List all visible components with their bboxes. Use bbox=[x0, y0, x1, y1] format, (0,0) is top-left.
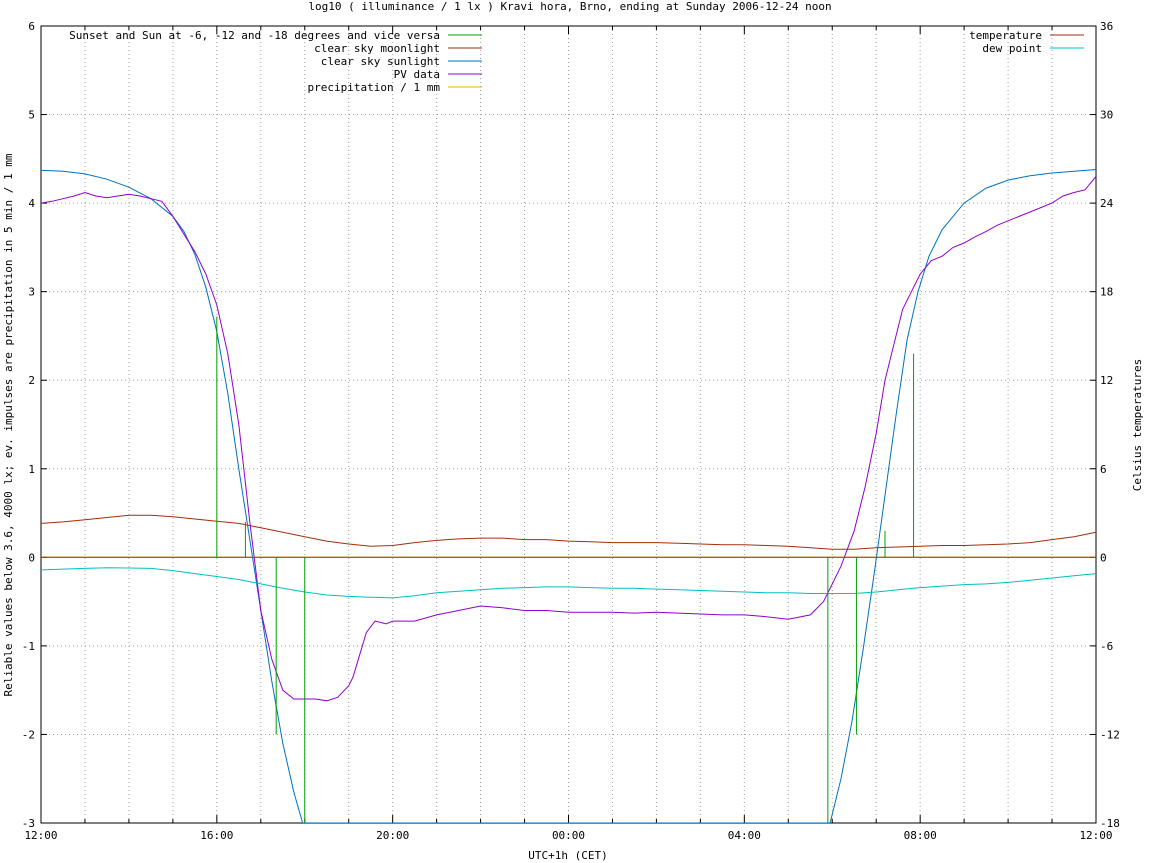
chart-title: log10 ( illuminance / 1 lx ) Kravi hora,… bbox=[308, 0, 831, 13]
plot-frame bbox=[40, 25, 1097, 824]
legend-label: Sunset and Sun at -6, -12 and -18 degree… bbox=[69, 29, 440, 42]
y-tick-label: 2 bbox=[28, 374, 35, 387]
x-axis-label: UTC+1h (CET) bbox=[528, 849, 607, 862]
y-axis-label: Reliable values below 3.6, 4000 lx; ev. … bbox=[2, 153, 15, 696]
legend-label: clear sky sunlight bbox=[321, 55, 440, 68]
y2-tick-label: 18 bbox=[1100, 286, 1113, 299]
x-tick-label: 16:00 bbox=[200, 829, 233, 842]
y2-tick-label: -12 bbox=[1100, 728, 1120, 741]
series-line-pv-data bbox=[41, 176, 1096, 702]
legend-label: temperature bbox=[969, 29, 1042, 42]
y-tick-label: 3 bbox=[28, 286, 35, 299]
y-tick-label: -1 bbox=[22, 640, 35, 653]
y-tick-label: 5 bbox=[28, 109, 35, 122]
x-tick-label: 12:00 bbox=[1079, 829, 1112, 842]
legend-label: precipitation / 1 mm bbox=[308, 81, 441, 94]
y2-tick-label: 0 bbox=[1100, 551, 1107, 564]
x-tick-label: 20:00 bbox=[376, 829, 409, 842]
y2-tick-label: 12 bbox=[1100, 374, 1113, 387]
y2-axis-label: Celsius temperatures bbox=[1131, 359, 1144, 491]
series-line-clear-sky-sunlight bbox=[41, 169, 1096, 823]
y2-tick-label: -18 bbox=[1100, 817, 1120, 830]
y-tick-label: 4 bbox=[28, 197, 35, 210]
y-tick-label: -2 bbox=[22, 728, 35, 741]
legend-label: dew point bbox=[982, 42, 1042, 55]
y-tick-label: 0 bbox=[28, 551, 35, 564]
legend-label: PV data bbox=[394, 68, 440, 81]
x-tick-label: 08:00 bbox=[904, 829, 937, 842]
y2-tick-label: 30 bbox=[1100, 109, 1113, 122]
y-tick-label: -3 bbox=[22, 817, 35, 830]
y-tick-label: 6 bbox=[28, 20, 35, 33]
x-tick-label: 00:00 bbox=[552, 829, 585, 842]
x-tick-label: 12:00 bbox=[24, 829, 57, 842]
legend-label: clear sky moonlight bbox=[314, 42, 440, 55]
series-line-clear-sky-moonlight bbox=[41, 514, 1096, 550]
y2-tick-label: 36 bbox=[1100, 20, 1113, 33]
y-tick-label: 1 bbox=[28, 463, 35, 476]
y2-tick-label: -6 bbox=[1100, 640, 1113, 653]
x-tick-label: 04:00 bbox=[728, 829, 761, 842]
y2-tick-label: 6 bbox=[1100, 463, 1107, 476]
series-line-dew-point bbox=[41, 567, 1096, 599]
y2-tick-label: 24 bbox=[1100, 197, 1114, 210]
